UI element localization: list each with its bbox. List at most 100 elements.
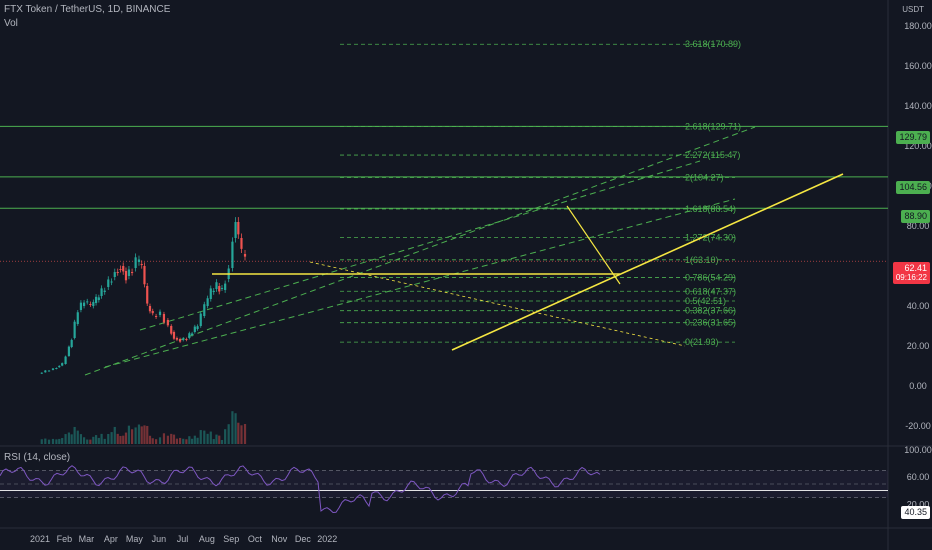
candle (122, 266, 125, 272)
volume-bar (209, 431, 212, 444)
volume-bar (103, 438, 106, 444)
volume-bar (76, 430, 79, 444)
fib-level-label: 0.618(47.37) (685, 286, 736, 296)
volume-bar (100, 433, 103, 444)
fib-level-label: 1.272(74.30) (685, 232, 736, 242)
volume-bar (44, 438, 47, 444)
channel-line (104, 198, 736, 368)
candle (103, 290, 106, 292)
volume-bar (94, 435, 98, 444)
volume-bar (55, 439, 58, 444)
volume-bar (175, 438, 179, 444)
time-tick: Apr (104, 534, 118, 544)
candle (209, 288, 212, 299)
price-tick: 80.00 (907, 221, 930, 231)
candle (100, 288, 103, 296)
volume-bar (190, 438, 194, 444)
rsi-tick: 100.00 (904, 445, 932, 455)
channel-line (84, 126, 756, 376)
volume-bar (240, 425, 243, 444)
rsi-value-badge: 40.35 (901, 506, 930, 519)
volume-bar (224, 429, 227, 444)
rsi-tick: 60.00 (907, 472, 930, 482)
volume-bar (243, 424, 247, 444)
price-tick: 140.00 (904, 101, 932, 111)
rsi-tick: 20.00 (907, 499, 930, 509)
fib-level-label: 1.618(88.54) (685, 204, 736, 214)
candle (40, 372, 43, 374)
candle (110, 281, 113, 283)
fib-level-label: 1(63.10) (685, 255, 719, 265)
time-tick: Nov (271, 534, 288, 544)
volume-bar (67, 432, 71, 444)
candle (73, 321, 76, 338)
volume-bar (178, 437, 182, 444)
channel-line (139, 160, 701, 331)
candle (76, 312, 79, 324)
volume-bar (130, 429, 134, 444)
price-tick: 160.00 (904, 61, 932, 71)
volume-bar (220, 439, 224, 444)
candle (94, 296, 98, 303)
candle (92, 302, 95, 306)
volume-bar (206, 433, 209, 444)
candle (127, 269, 131, 276)
price-tick: 0.00 (909, 381, 927, 391)
candle (143, 266, 146, 285)
candle (185, 339, 188, 340)
candle (190, 333, 194, 335)
time-tick: Feb (57, 534, 73, 544)
time-tick: Mar (79, 534, 95, 544)
candle (51, 368, 55, 370)
volume-bar (170, 433, 173, 444)
last-price-value: 62.41 (904, 263, 927, 273)
currency-label: USDT (902, 5, 924, 14)
candle (218, 286, 221, 292)
candle (134, 257, 137, 268)
time-tick: 2022 (317, 534, 337, 544)
volume-bar (82, 437, 86, 444)
volume-bar (137, 424, 141, 444)
candle (124, 271, 128, 281)
fib-level-label: 2.272(115.47) (685, 150, 740, 160)
volume-bar (143, 425, 146, 444)
price-tick: -20.00 (905, 421, 931, 431)
volume-bar (227, 424, 230, 444)
candle (234, 222, 237, 238)
volume-bar (92, 436, 95, 444)
candle (44, 370, 47, 373)
candle (237, 222, 240, 235)
candle (58, 365, 61, 368)
fib-level-label: 0.5(42.51) (685, 296, 726, 306)
volume-bar (193, 435, 196, 444)
candle (175, 338, 179, 340)
price-tick: 180.00 (904, 21, 932, 31)
volume-bar (218, 435, 221, 444)
rsi-label: RSI (14, close) (4, 452, 71, 463)
candle (119, 269, 122, 270)
volume-bar (79, 434, 83, 444)
candle (97, 297, 100, 300)
candle (82, 302, 86, 306)
volume-bar (97, 437, 100, 444)
volume-bar (51, 438, 55, 444)
volume-bar (47, 439, 51, 444)
candle (182, 338, 185, 340)
volume-bar (215, 434, 218, 444)
candle (178, 339, 182, 342)
candle (137, 259, 141, 262)
candle (240, 238, 243, 249)
fib-level-label: 0.382(37.66) (685, 306, 736, 316)
candle (203, 304, 206, 316)
rsi-line (0, 465, 601, 514)
candle (79, 302, 83, 310)
candle (199, 313, 202, 326)
volume-bar (107, 433, 110, 444)
volume-bar (199, 430, 202, 444)
volume-bar (196, 437, 199, 444)
candle (140, 264, 143, 266)
volume-bar (134, 427, 137, 444)
volume-bar (185, 439, 188, 444)
candle (61, 363, 64, 366)
